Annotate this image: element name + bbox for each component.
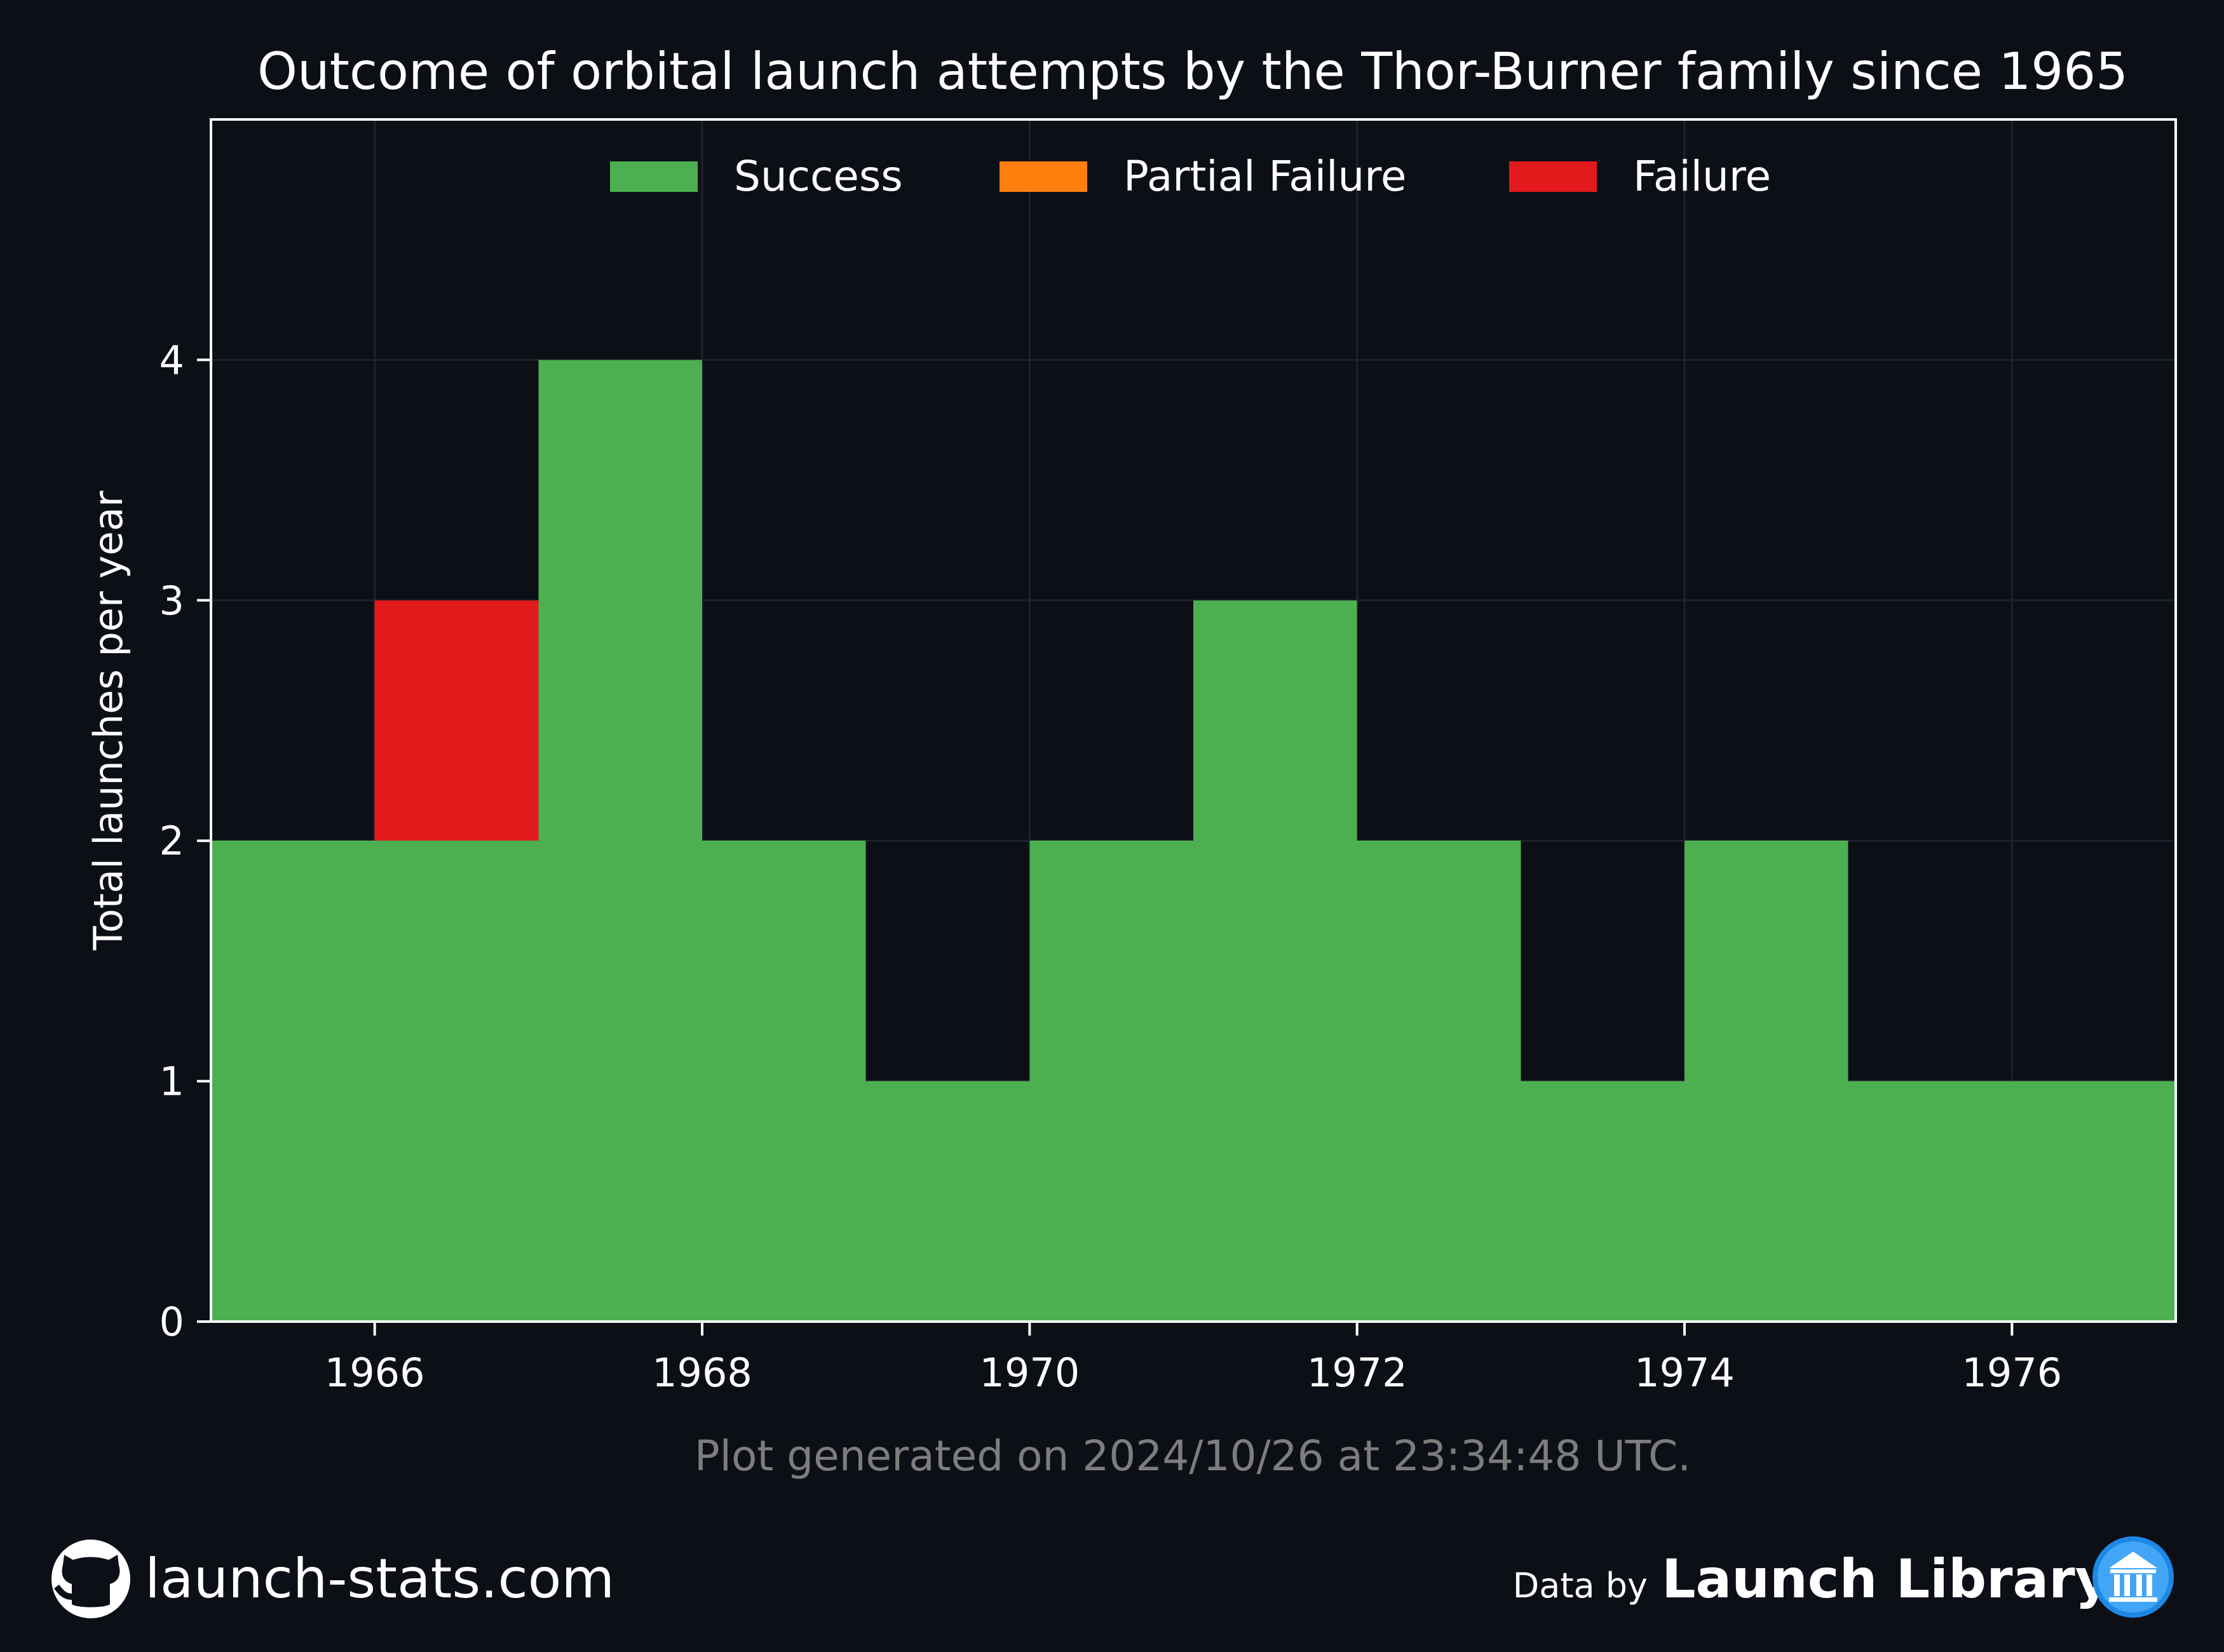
data-source-name[interactable]: Launch Library 2 bbox=[1662, 1548, 2166, 1610]
bar-success-1975 bbox=[1848, 1081, 2012, 1322]
y-tick-label-3: 3 bbox=[159, 578, 184, 624]
legend-swatch-partial-failure bbox=[1000, 161, 1087, 192]
plot-area: 0 1 2 3 4 1966 1968 1970 1972 1974 1976 bbox=[159, 118, 2177, 1396]
bar-success-1966 bbox=[374, 841, 539, 1322]
x-tick-label-1976: 1976 bbox=[1962, 1350, 2062, 1396]
y-axis-ticks: 0 1 2 3 4 bbox=[159, 337, 211, 1345]
legend-swatch-failure bbox=[1509, 161, 1597, 192]
y-tick-label-0: 0 bbox=[159, 1299, 184, 1345]
legend-label-failure: Failure bbox=[1633, 152, 1771, 201]
x-tick-label-1970: 1970 bbox=[979, 1350, 1080, 1396]
x-axis-ticks: 1966 1968 1970 1972 1974 1976 bbox=[325, 1322, 2062, 1396]
bar-success-1974 bbox=[1685, 841, 1848, 1322]
bar-success-1970 bbox=[1029, 841, 1193, 1322]
bar-success-1973 bbox=[1521, 1081, 1685, 1322]
y-tick-label-4: 4 bbox=[159, 337, 184, 383]
site-link[interactable]: launch-stats.com bbox=[145, 1547, 614, 1611]
legend-swatch-success bbox=[610, 161, 698, 192]
x-tick-label-1968: 1968 bbox=[652, 1350, 752, 1396]
bar-success-1971 bbox=[1193, 600, 1357, 1322]
chart-title: Outcome of orbital launch attempts by th… bbox=[257, 42, 2128, 101]
y-tick-label-1: 1 bbox=[159, 1059, 184, 1105]
x-tick-label-1972: 1972 bbox=[1307, 1350, 1407, 1396]
bar-success-1967 bbox=[538, 360, 702, 1322]
legend-label-partial-failure: Partial Failure bbox=[1123, 152, 1407, 201]
x-tick-label-1966: 1966 bbox=[325, 1350, 425, 1396]
legend-label-success: Success bbox=[734, 152, 903, 201]
legend: Success Partial Failure Failure bbox=[610, 152, 1771, 201]
data-by-label: Data by bbox=[1513, 1566, 1648, 1606]
bar-failure-1966 bbox=[374, 600, 539, 841]
bar-success-1969 bbox=[865, 1081, 1030, 1322]
y-tick-label-2: 2 bbox=[159, 818, 184, 864]
bar-success-1972 bbox=[1357, 841, 1521, 1322]
bar-success-1968 bbox=[702, 841, 866, 1322]
library-icon bbox=[2092, 1536, 2174, 1618]
bars-group bbox=[211, 360, 2176, 1322]
bar-success-1965 bbox=[211, 841, 375, 1322]
x-tick-label-1974: 1974 bbox=[1634, 1350, 1735, 1396]
plot-frame bbox=[210, 118, 2177, 1323]
generated-footnote: Plot generated on 2024/10/26 at 23:34:48… bbox=[695, 1432, 1691, 1480]
bar-success-1976 bbox=[2012, 1081, 2176, 1322]
github-icon bbox=[51, 1540, 130, 1618]
y-axis-label: Total launches per year bbox=[85, 491, 132, 951]
